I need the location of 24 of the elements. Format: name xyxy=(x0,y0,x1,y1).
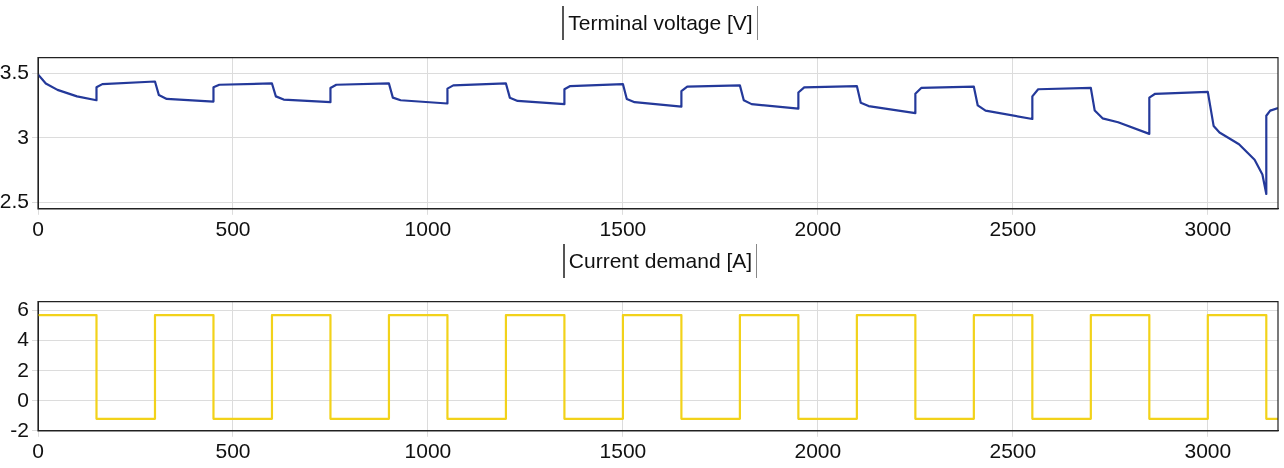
y-tick-label: 0 xyxy=(17,387,29,411)
x-tick-label: 2000 xyxy=(794,217,842,241)
x-tick-label: 3000 xyxy=(1184,217,1232,241)
x-tick-label: 3000 xyxy=(1184,439,1232,463)
y-tick-label: 6 xyxy=(17,297,29,321)
x-tick-label: 1500 xyxy=(599,217,647,241)
x-tick-label: 2000 xyxy=(794,439,842,463)
y-tick-label: 2 xyxy=(17,357,29,381)
x-tick-label: 500 xyxy=(215,439,251,463)
x-tick-label: 0 xyxy=(32,439,44,463)
x-tick-label: 2500 xyxy=(989,439,1037,463)
y-tick-label: 3.5 xyxy=(0,59,29,83)
x-tick-label: 0 xyxy=(32,217,44,241)
x-tick-label: 1500 xyxy=(599,439,647,463)
y-tick-label: -2 xyxy=(10,417,29,441)
x-tick-label: 500 xyxy=(215,217,251,241)
chart-title: Current demand [A] xyxy=(562,244,758,278)
y-tick-label: 3 xyxy=(17,124,29,148)
chart-title: Terminal voltage [V] xyxy=(562,6,758,40)
x-tick-label: 1000 xyxy=(404,439,452,463)
x-tick-label: 1000 xyxy=(404,217,452,241)
y-tick-label: 2.5 xyxy=(0,189,29,213)
x-tick-label: 2500 xyxy=(989,217,1037,241)
y-tick-label: 4 xyxy=(17,327,30,351)
